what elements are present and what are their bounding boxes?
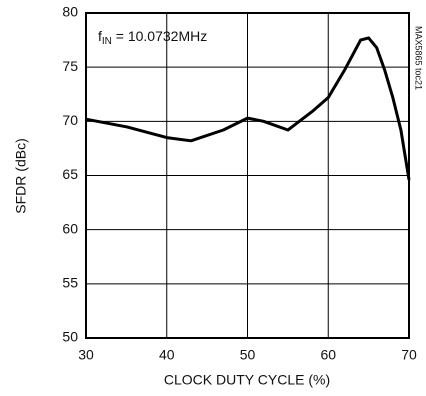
x-tick-label: 30 (78, 347, 94, 363)
x-tick-label: 60 (320, 347, 336, 363)
side-label: MAX5865 toc21 (414, 26, 424, 90)
x-tick-label: 50 (240, 347, 256, 363)
x-tick-label: 70 (401, 347, 417, 363)
y-tick-label: 55 (62, 275, 78, 291)
y-tick-label: 65 (62, 166, 78, 182)
x-axis-label: CLOCK DUTY CYCLE (%) (164, 372, 330, 388)
x-tick-label: 40 (159, 347, 175, 363)
annotation-subscript: IN (102, 36, 112, 47)
annotation: fIN = 10.0732MHz (98, 28, 207, 47)
data-line (85, 36, 411, 181)
y-axis-label: SFDR (dBc) (13, 138, 29, 213)
y-tick-label: 75 (62, 58, 78, 74)
y-tick-label: 60 (62, 220, 78, 236)
annotation-text: = 10.0732MHz (112, 28, 207, 44)
y-tick-label: 70 (62, 112, 78, 128)
annotation-symbol: f (98, 28, 102, 44)
y-tick-label: 80 (62, 4, 78, 20)
y-tick-label: 50 (62, 329, 78, 345)
